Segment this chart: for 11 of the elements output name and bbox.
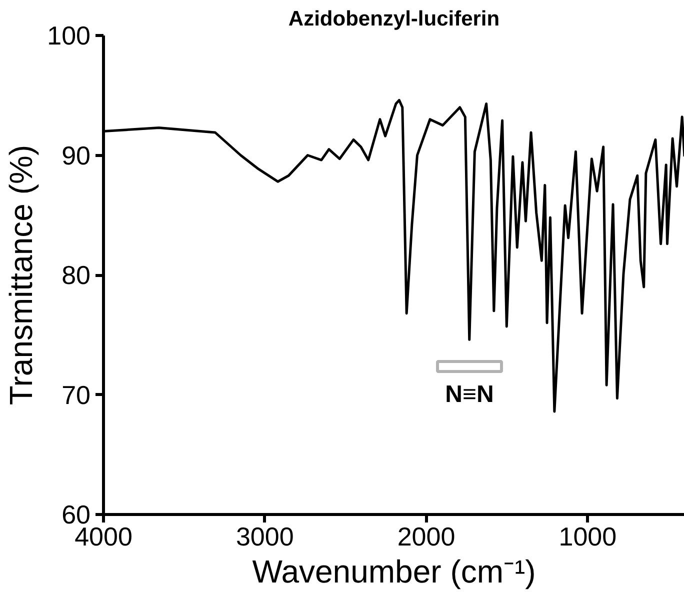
y-axis-title: Transmittance (%) [3,144,40,406]
x-tick-label: 1000 [558,522,617,552]
y-tick-label: 70 [62,380,90,410]
annotation: N≡N [445,381,494,408]
y-tick-label: 100 [47,20,91,50]
x-tick-label: 3000 [236,522,294,552]
y-tick-label: 80 [62,260,90,290]
chart-title: Azidobenzyl-luciferin [288,8,500,30]
x-axis-title: Wavenumber (cm⁻¹) [252,554,536,590]
x-tick-label: 2000 [397,522,456,552]
y-tick-label: 90 [62,140,90,170]
